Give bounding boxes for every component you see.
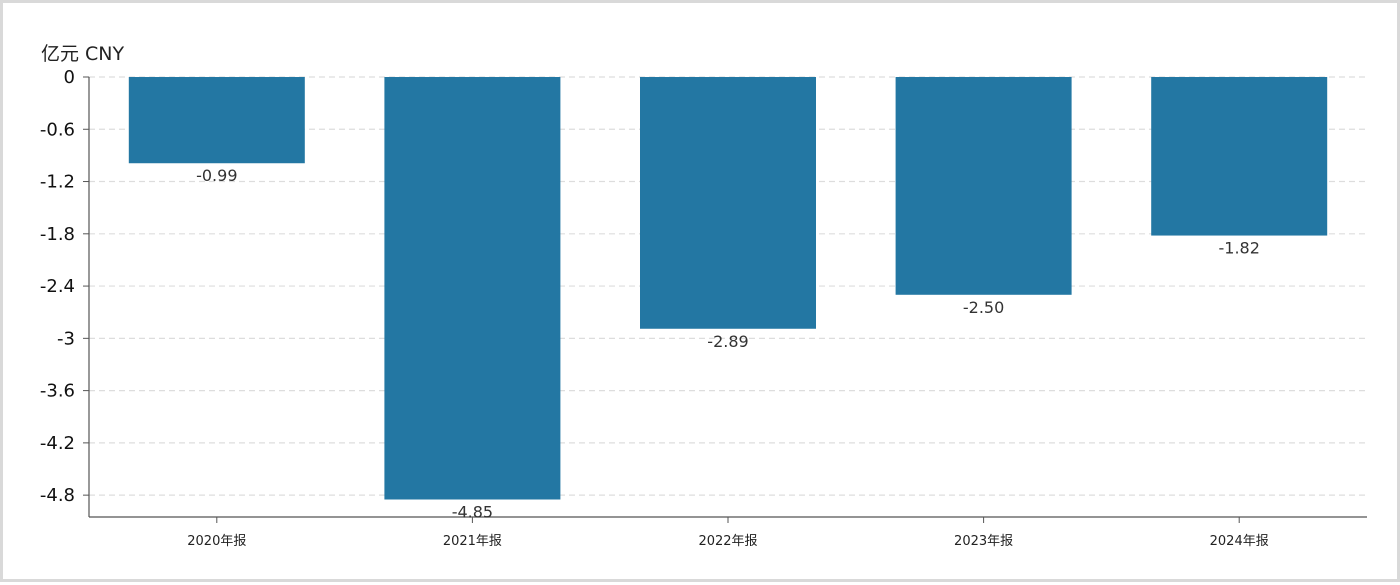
- y-tick-label: 0: [64, 67, 75, 88]
- y-tick-label: -1.2: [40, 172, 75, 193]
- data-label: -2.50: [963, 298, 1004, 317]
- bar[interactable]: [128, 77, 305, 164]
- bar[interactable]: [384, 77, 561, 500]
- y-tick-label: -4.2: [40, 433, 75, 454]
- bar[interactable]: [640, 77, 816, 329]
- y-tick-labels: 0 -0.6 -1.2 -1.8 -2.4 -3 -3.6 -4.2 -4.8: [40, 67, 75, 506]
- unit-label: 亿元 CNY: [41, 43, 125, 65]
- x-tick-label: 2022年报: [698, 534, 757, 549]
- x-tick-label: 2021年报: [443, 534, 502, 549]
- bars: [128, 77, 1328, 500]
- y-tick-label: -0.6: [40, 119, 75, 140]
- y-tick-label: -3.6: [40, 381, 75, 402]
- x-tick-label: 2024年报: [1210, 534, 1269, 549]
- x-tick-labels: 2020年报 2021年报 2022年报 2023年报 2024年报: [187, 534, 1268, 549]
- bar-chart: 0-0.6-1.2-1.8-2.4-3-3.6-4.2-4.8 2020年报 20…: [40, 67, 1367, 549]
- x-tick-label: 2020年报: [187, 534, 246, 549]
- data-label: -0.99: [196, 166, 237, 185]
- y-tick-label: -3: [57, 328, 75, 349]
- y-tick-label: -2.4: [40, 276, 75, 297]
- x-tick-label: 2023年报: [954, 534, 1013, 549]
- bar[interactable]: [1151, 77, 1328, 236]
- axes: [83, 76, 1367, 523]
- y-tick-label: -4.8: [40, 485, 75, 506]
- data-label: -2.89: [707, 332, 748, 351]
- y-tick-label: -1.8: [40, 224, 75, 245]
- data-labels: -0.99 -4.85 -2.89 -2.50 -1.82: [196, 166, 1260, 521]
- data-label: -1.82: [1218, 239, 1259, 258]
- bar[interactable]: [895, 77, 1072, 295]
- data-label: -4.85: [452, 503, 493, 522]
